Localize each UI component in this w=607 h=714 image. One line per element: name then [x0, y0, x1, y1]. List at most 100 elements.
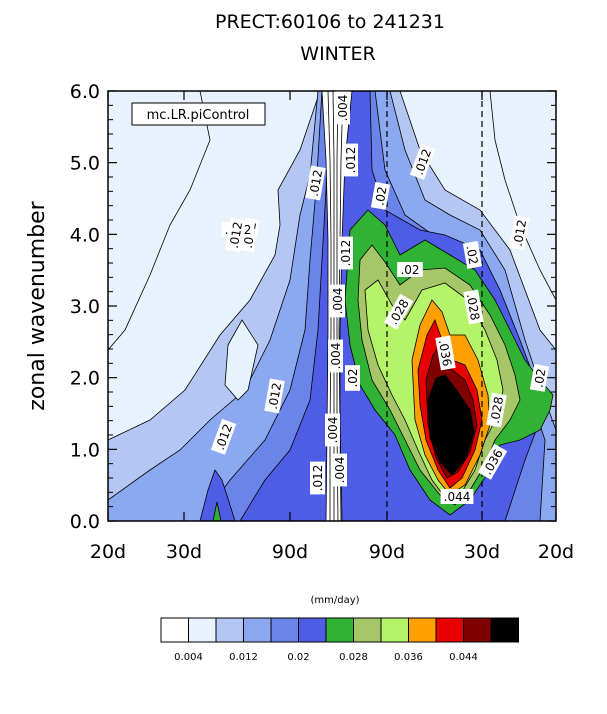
contour-label-bg: [440, 489, 474, 504]
contour-label-text: .028: [464, 293, 482, 322]
contour-label-bg: [462, 241, 483, 269]
contour-label: .004: [332, 453, 347, 487]
contour-label-text: .012: [339, 240, 353, 267]
contour-label-bg: [463, 289, 484, 325]
contour-label: .012: [225, 217, 246, 253]
contour-label-text: .012: [311, 465, 325, 492]
contour-fill-0052: [427, 374, 475, 476]
colorbar-tick-label: 0.012: [229, 652, 258, 663]
x-tick-label: 20d: [90, 541, 126, 563]
contour-label: .028: [486, 392, 507, 428]
x-tick-label: 90d: [369, 541, 405, 563]
contour-label-bg: [330, 284, 345, 318]
contour-label-bg: [409, 143, 436, 180]
contour-label: .02: [462, 241, 483, 269]
colorbar-swatch: [435, 617, 464, 643]
contour-label-bg: [477, 443, 508, 480]
contour-label: .044: [440, 489, 474, 504]
contour-label-text: .004: [326, 417, 340, 444]
units-label: (mm/day): [310, 595, 359, 606]
chart-subtitle: WINTER: [300, 43, 375, 65]
contour-label-bg: [370, 182, 391, 210]
contour-label-bg: [310, 461, 325, 495]
contour-label-bg: [529, 364, 550, 392]
contour-label-text: .012: [266, 382, 284, 411]
contour-label-bg: [225, 217, 246, 253]
contour-label: .004: [325, 413, 340, 447]
contour-label-bg: [305, 165, 326, 201]
contour-fill-green-blob: [212, 501, 222, 521]
y-axis: 0.0 1.0 2.0 3.0 4.0 5.0 6.0: [70, 81, 556, 533]
contour-label-bg: [335, 91, 350, 125]
colorbar-swatch: [353, 617, 382, 643]
contour-label-bg: [509, 215, 530, 251]
colorbar-swatch: [188, 617, 217, 643]
contour-label: .012: [338, 236, 353, 270]
legend-box: [131, 102, 266, 126]
y-tick-label: 3.0: [70, 296, 100, 318]
colorbar-swatch: [380, 617, 409, 643]
y-tick-label: 1.0: [70, 439, 100, 461]
contour-label-text: .004: [336, 95, 350, 122]
contour-label: .012: [264, 378, 285, 414]
contour-label-text: .02: [531, 367, 548, 388]
colorbar-tick-label: 0.044: [449, 652, 478, 663]
contour-label: .012: [343, 143, 358, 177]
x-tick-label: 90d: [272, 541, 308, 563]
y-tick-label: 0.0: [70, 511, 100, 533]
contour-fill-blob: [199, 469, 236, 521]
contour-label: .012: [305, 165, 326, 201]
colorbar: 0.004 0.012 0.02 0.028 0.036 0.044: [160, 617, 519, 663]
colorbar-swatch: [408, 617, 437, 643]
contour-label-bg: [343, 143, 358, 177]
colorbar-swatch: [215, 617, 244, 643]
x-tick-label: 20d: [538, 541, 574, 563]
contour-label-bg: [328, 339, 343, 373]
colorbar-swatch: [270, 617, 299, 643]
contour-label-text: .012: [307, 169, 325, 198]
contour-label-bg: [486, 392, 507, 428]
contour-label-text: .004: [333, 457, 347, 484]
contour-label: .012: [310, 461, 325, 495]
contour-label-bg: [338, 236, 353, 270]
contour-label: .02: [345, 365, 360, 391]
contour-label-bg: [210, 418, 237, 455]
contour-label-text: .004: [329, 343, 343, 370]
contour-label: .004: [335, 91, 350, 125]
contour-label-text: .036: [436, 339, 454, 368]
contour-label-text: .012: [511, 219, 529, 248]
contour-label: .004: [330, 284, 345, 318]
contour-label: .028: [463, 289, 484, 325]
colorbar-swatch: [463, 617, 492, 643]
contour-label: .036: [435, 335, 456, 371]
x-axis: 20d 30d 90d 90d 30d 20d: [90, 91, 574, 563]
contour-labels: .004.012.012.004.012.02.012.012.012.02.0…: [210, 91, 550, 504]
contour-label-text: .044: [444, 490, 471, 504]
colorbar-swatch: [243, 617, 272, 643]
contour-label-bg: [345, 365, 360, 391]
contour-label-bg: [397, 262, 423, 277]
colorbar-tick-label: 0.036: [394, 652, 423, 663]
chart-title: PRECT:60106 to 241231: [215, 11, 445, 33]
contour-label: .02: [529, 364, 550, 392]
contour-label-bg: [435, 335, 456, 371]
y-tick-label: 6.0: [70, 81, 100, 103]
contour-label-text: .012: [227, 221, 245, 250]
contour-label-text: .028: [488, 396, 506, 425]
contour-label-text: .02: [400, 263, 419, 277]
x-tick-label: 30d: [464, 541, 500, 563]
contour-fill-low-left-diamond: [224, 319, 259, 401]
x-tick-label: 30d: [166, 541, 202, 563]
contour-label-bg: [264, 378, 285, 414]
legend-box-label: mc.LR.piControl: [147, 108, 250, 123]
contour-label: .004: [328, 339, 343, 373]
contour-label: .02: [397, 262, 423, 277]
contour-fill-low-right: [489, 91, 556, 301]
contour-label-bg: [383, 293, 414, 330]
contour-label-text: .012: [344, 147, 358, 174]
colorbar-swatch: [298, 617, 327, 643]
colorbar-swatch: [490, 617, 519, 643]
contour-label-bg: [325, 413, 340, 447]
contour-label-bg: [332, 453, 347, 487]
colorbar-swatch: [160, 617, 189, 643]
